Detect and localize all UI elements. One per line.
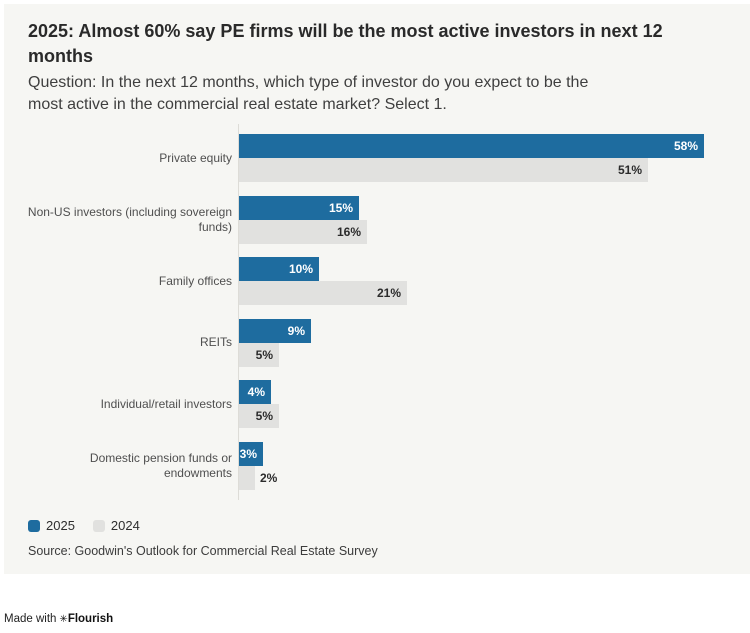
bar-wrap-2025: 10% <box>239 257 739 281</box>
flourish-credit-link[interactable]: Made with ✳Flourish <box>4 613 113 625</box>
category-label: Individual/retail investors <box>100 396 232 411</box>
flourish-logo-icon: ✳ <box>59 614 68 625</box>
legend: 2025 2024 <box>28 518 140 533</box>
bar-wrap-2025: 58% <box>239 134 739 158</box>
bar-value-label: 15% <box>328 200 353 215</box>
legend-swatch-2024 <box>92 519 105 532</box>
category-label: Private equity <box>159 150 232 165</box>
bar-value-label: 3% <box>239 446 257 461</box>
bar-chart: Private equity 58% 51% Non-US investors (in… <box>4 124 750 502</box>
category-label: Non-US investors (including sovereign fun… <box>27 204 232 234</box>
category-label: Family offices <box>158 273 232 288</box>
flourish-brand-text: Flourish <box>67 613 114 625</box>
subtitle-line-2: most active in the commercial real estat… <box>28 96 447 113</box>
made-with-text: Made with <box>4 613 57 625</box>
category-label: Domestic pension funds or endowments <box>89 450 232 480</box>
bar-2024-2 <box>239 219 367 244</box>
chart-row-2: Non-US investors (including sovereign fun… <box>4 195 750 244</box>
bar-pair: 9% 5% <box>239 318 739 367</box>
chart-row-5: Individual/retail investors 4% 5% <box>4 380 750 428</box>
bar-2024-3 <box>239 281 407 305</box>
bar-value-label: 5% <box>255 347 273 362</box>
legend-label-2025: 2025 <box>46 518 75 533</box>
bar-value-label: 9% <box>287 323 305 338</box>
bar-wrap-2024: 5% <box>239 404 739 428</box>
bar-2025-1 <box>239 134 704 158</box>
chart-row-6: Domestic pension funds or endowments 3% 2% <box>4 441 750 490</box>
bar-pair: 4% 5% <box>239 380 739 428</box>
chart-header: 2025: Almost 60% say PE firms will be th… <box>28 19 730 116</box>
bar-wrap-2024: 21% <box>239 281 739 305</box>
bar-value-label: 58% <box>673 139 698 153</box>
bar-value-label: 5% <box>255 409 273 423</box>
bar-2024-6 <box>239 465 255 490</box>
chart-rows: Private equity 58% 51% Non-US investors (in… <box>4 134 750 503</box>
bar-wrap-2025: 4% <box>239 380 739 404</box>
bar-2025-5 <box>239 380 271 404</box>
bar-wrap-2024: 16% <box>239 219 739 244</box>
bar-pair: 3% 2% <box>239 441 739 490</box>
bar-2024-4 <box>239 342 279 367</box>
chart-subtitle: Question: In the next 12 months, which t… <box>28 72 730 116</box>
bar-2024-1 <box>239 158 648 182</box>
legend-item-2024: 2024 <box>92 518 140 533</box>
legend-item-2025: 2025 <box>28 518 75 533</box>
bar-2025-4 <box>239 318 311 343</box>
chart-card: 2025: Almost 60% say PE firms will be th… <box>4 4 750 574</box>
bar-pair: 58% 51% <box>239 134 739 182</box>
subtitle-line-1: Question: In the next 12 months, which t… <box>28 74 589 91</box>
bar-value-label: 2% <box>260 470 278 485</box>
bar-2025-6 <box>239 441 263 466</box>
title-line-1: 2025: Almost 60% say PE firms will be th… <box>28 21 663 41</box>
bar-wrap-2024: 2% <box>239 465 739 490</box>
bar-wrap-2025: 9% <box>239 318 739 343</box>
chart-row-4: REITs 9% 5% <box>4 318 750 367</box>
bar-value-label: 10% <box>288 262 313 276</box>
bar-value-label: 4% <box>247 385 265 399</box>
source-note: Source: Goodwin's Outlook for Commercial… <box>28 544 378 558</box>
legend-swatch-2025 <box>28 519 40 532</box>
bar-wrap-2024: 51% <box>239 158 739 182</box>
chart-row-1: Private equity 58% 51% <box>4 134 750 182</box>
legend-label-2024: 2024 <box>110 518 140 533</box>
bar-wrap-2025: 15% <box>239 195 739 220</box>
bar-pair: 15% 16% <box>239 195 739 244</box>
category-label: REITs <box>199 335 232 349</box>
bar-wrap-2025: 3% <box>239 441 739 466</box>
bar-value-label: 21% <box>376 286 401 300</box>
bar-2025-3 <box>239 257 319 281</box>
bar-wrap-2024: 5% <box>239 342 739 367</box>
page-title: 2025: Almost 60% say PE firms will be th… <box>28 19 730 69</box>
bar-2024-5 <box>239 404 279 428</box>
bar-value-label: 16% <box>336 224 361 239</box>
bar-2025-2 <box>239 195 359 220</box>
bar-value-label: 51% <box>617 163 642 177</box>
y-axis-line <box>238 124 239 500</box>
bar-pair: 10% 21% <box>239 257 739 305</box>
chart-row-3: Family offices 10% 21% <box>4 257 750 305</box>
title-line-2: months <box>28 46 93 66</box>
